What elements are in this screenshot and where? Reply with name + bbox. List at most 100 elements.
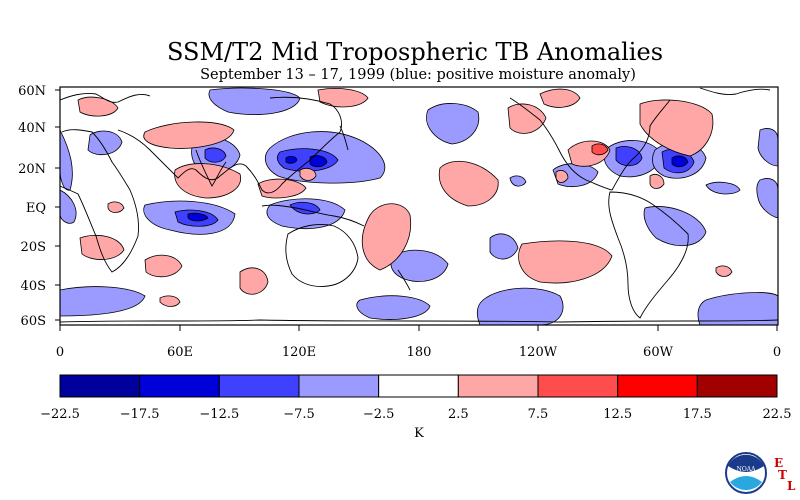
moist-core bbox=[289, 201, 321, 215]
legend-color-box bbox=[617, 374, 698, 398]
dry-region bbox=[361, 203, 412, 271]
coastline-south-america bbox=[608, 191, 689, 319]
lon-label: 0 bbox=[773, 345, 781, 360]
moist-region bbox=[697, 292, 778, 325]
coastline-japan bbox=[339, 125, 349, 151]
moist-region bbox=[509, 175, 527, 187]
dry-region bbox=[507, 103, 547, 134]
legend-color-box bbox=[457, 374, 539, 398]
lon-label: 180 bbox=[407, 345, 432, 360]
dry-region bbox=[438, 160, 499, 207]
moist-core-dark bbox=[671, 155, 689, 168]
moist-core bbox=[615, 146, 643, 167]
legend-color-box bbox=[378, 374, 459, 398]
dry-region bbox=[299, 168, 317, 181]
coastline-new-zealand bbox=[397, 269, 411, 291]
moist-region bbox=[705, 181, 741, 195]
legend-color-box bbox=[139, 374, 220, 398]
dry-region bbox=[159, 295, 181, 307]
coastline-antarctica bbox=[60, 319, 778, 323]
legend-tick-label: 17.5 bbox=[683, 407, 712, 422]
etl-letter: L bbox=[787, 479, 796, 493]
lon-label: 0 bbox=[56, 345, 64, 360]
legend-tick-label: −2.5 bbox=[363, 407, 395, 422]
dry-region bbox=[317, 88, 369, 108]
moist-region bbox=[356, 295, 431, 320]
legend-color-box bbox=[298, 374, 380, 398]
latitude-axis bbox=[55, 89, 60, 321]
moist-core-dark bbox=[285, 155, 298, 164]
legend-tick-label: 2.5 bbox=[448, 407, 469, 422]
legend-color-boxes bbox=[59, 374, 778, 398]
coastline-africa bbox=[60, 129, 139, 273]
moist-region bbox=[390, 249, 449, 282]
moist-region bbox=[208, 87, 301, 116]
coastline-europe bbox=[60, 93, 151, 103]
legend-unit: K bbox=[414, 426, 424, 441]
moist-core-dark bbox=[187, 212, 209, 222]
dry-region bbox=[144, 254, 183, 278]
noaa-logo-text: NOAA bbox=[737, 466, 757, 473]
coastline-indonesia bbox=[261, 204, 365, 227]
dry-anomaly-regions bbox=[77, 88, 733, 307]
strong-dry-cores bbox=[591, 143, 609, 156]
very-strong-moist-cores bbox=[187, 155, 689, 222]
legend-tick-label: 7.5 bbox=[528, 407, 549, 422]
etl-letter: T bbox=[778, 468, 787, 482]
legend-color-box bbox=[537, 374, 619, 398]
longitude-axis bbox=[59, 325, 778, 331]
moist-region bbox=[757, 128, 778, 167]
lat-label: EQ bbox=[26, 201, 46, 216]
lat-label: 60S bbox=[21, 314, 46, 329]
dry-core bbox=[591, 143, 609, 156]
moist-region bbox=[426, 103, 480, 145]
legend-tick-label: 12.5 bbox=[603, 407, 632, 422]
legend-tick-label: −7.5 bbox=[283, 407, 315, 422]
moist-region bbox=[489, 233, 519, 260]
legend-tick-labels: −22.5 −17.5 −12.5 −7.5 −2.5 2.5 7.5 12.5 17.5 22.… bbox=[40, 407, 791, 422]
dry-region bbox=[555, 170, 569, 183]
legend-color-box bbox=[696, 374, 778, 398]
coastline-north-america bbox=[509, 97, 671, 191]
moist-region bbox=[60, 189, 77, 224]
lon-label: 120W bbox=[519, 345, 558, 360]
moist-core bbox=[204, 147, 227, 163]
coastline-india bbox=[195, 149, 227, 187]
dry-region bbox=[79, 234, 125, 260]
etl-letter: E bbox=[774, 456, 783, 470]
dry-region bbox=[649, 174, 665, 189]
lat-label: 40N bbox=[18, 121, 46, 136]
lon-label: 60E bbox=[167, 345, 193, 360]
lat-label: 40S bbox=[21, 279, 46, 294]
legend-tick-label: −22.5 bbox=[40, 407, 80, 422]
dry-region bbox=[77, 96, 119, 117]
legend-tick-label: 22.5 bbox=[763, 407, 792, 422]
dry-region bbox=[715, 265, 733, 277]
map-subtitle: September 13 – 17, 1999 (blue: positive … bbox=[200, 67, 636, 83]
lat-label: 60N bbox=[18, 84, 46, 99]
lat-label: 20S bbox=[21, 240, 46, 255]
moist-region bbox=[756, 178, 778, 219]
coastlines bbox=[60, 87, 778, 323]
map-title: SSM/T2 Mid Tropospheric TB Anomalies bbox=[167, 38, 663, 66]
dry-region bbox=[518, 240, 613, 284]
dry-region bbox=[107, 201, 125, 213]
coastline-asia bbox=[117, 96, 342, 194]
lon-label: 120E bbox=[282, 345, 316, 360]
dry-region bbox=[143, 121, 235, 149]
moist-region bbox=[643, 206, 707, 247]
legend-tick-label: −17.5 bbox=[120, 407, 160, 422]
moist-core-dark bbox=[309, 155, 328, 168]
anomaly-map: 60N 40N 20N EQ 20S 40S 60S 0 60E 120E 18… bbox=[18, 84, 781, 360]
moist-region bbox=[60, 286, 146, 317]
noaa-etl-logo: NOAA E T L bbox=[725, 452, 796, 494]
color-legend: −22.5 −17.5 −12.5 −7.5 −2.5 2.5 7.5 12.5 17.5 22.… bbox=[40, 374, 791, 441]
dry-region bbox=[239, 267, 269, 295]
legend-color-box bbox=[59, 374, 141, 398]
lon-label: 60W bbox=[643, 345, 674, 360]
legend-tick-label: −12.5 bbox=[199, 407, 239, 422]
legend-color-box bbox=[218, 374, 300, 398]
coastline-greenland bbox=[699, 87, 771, 95]
dry-region bbox=[539, 88, 581, 108]
coastline-australia bbox=[285, 223, 359, 287]
